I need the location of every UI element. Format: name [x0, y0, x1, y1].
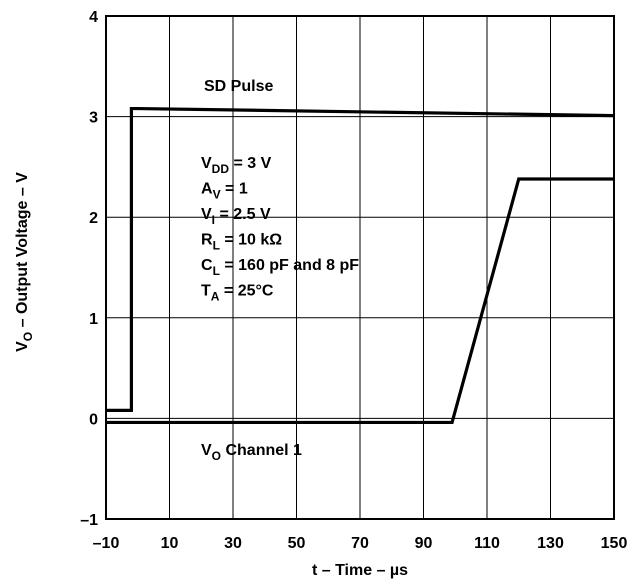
y-axis-title-sub: O — [21, 332, 35, 341]
x-tick-label: 110 — [474, 535, 500, 552]
condition-subscript: L — [213, 264, 220, 278]
condition-value: = 3 V — [229, 155, 272, 172]
y-tick-labels: –1 0 1 2 3 4 — [80, 9, 98, 529]
condition-value: = 2.5 V — [215, 206, 271, 223]
channel-1-label-sub: O — [212, 449, 221, 463]
condition-value: = 25°C — [219, 283, 273, 300]
x-tick-label: –10 — [93, 535, 120, 552]
y-tick-label: –1 — [80, 512, 98, 529]
condition-line: AV = 1 — [201, 181, 248, 202]
condition-line: RL = 10 kΩ — [201, 232, 282, 253]
x-tick-label: 10 — [161, 535, 179, 552]
channel-1-label: VO Channel 1 — [201, 442, 302, 463]
grid — [105, 15, 615, 520]
condition-subscript: A — [211, 290, 220, 304]
series-line-2 — [106, 177, 614, 425]
y-tick-label: 3 — [89, 110, 98, 127]
y-tick-label: 0 — [89, 411, 98, 428]
condition-symbol: C — [201, 257, 213, 274]
condition-subscript: I — [212, 213, 215, 227]
condition-symbol: V — [201, 155, 212, 172]
condition-subscript: L — [213, 239, 220, 253]
y-axis-title: VO – Output Voltage – V — [14, 172, 35, 352]
y-tick-label: 1 — [89, 311, 98, 328]
x-tick-label: 30 — [224, 535, 242, 552]
condition-line: TA = 25°C — [201, 283, 274, 304]
condition-subscript: DD — [212, 162, 230, 176]
sd-pulse-label: SD Pulse — [204, 78, 273, 95]
x-tick-label: 50 — [288, 535, 306, 552]
x-tick-label: 90 — [415, 535, 433, 552]
condition-symbol: T — [201, 283, 211, 300]
plot-frame — [105, 15, 615, 520]
condition-value: = 10 kΩ — [220, 232, 282, 249]
x-tick-label: 70 — [351, 535, 369, 552]
series-group — [106, 106, 615, 425]
condition-symbol: V — [201, 206, 212, 223]
condition-line: CL = 160 pF and 8 pF — [201, 257, 359, 278]
series-line-1 — [106, 106, 615, 412]
channel-1-label-main: V — [201, 442, 212, 459]
x-axis-title: t – Time – µs — [312, 562, 408, 579]
condition-value: = 160 pF and 8 pF — [220, 257, 359, 274]
y-axis-title-rest: – Output Voltage – V — [14, 172, 31, 332]
y-tick-label: 4 — [89, 9, 98, 26]
condition-value: = 1 — [221, 181, 248, 198]
x-tick-label: 150 — [601, 535, 628, 552]
condition-line: VDD = 3 V — [201, 155, 272, 176]
x-tick-label: 130 — [537, 535, 564, 552]
condition-line: VI = 2.5 V — [201, 206, 271, 227]
channel-1-label-rest: Channel 1 — [221, 442, 302, 459]
y-axis-title-main: V — [14, 341, 31, 352]
condition-symbol: A — [201, 181, 213, 198]
condition-subscript: V — [213, 188, 221, 202]
condition-symbol: R — [201, 232, 213, 249]
x-tick-labels: –10 10 30 50 70 90 110 130 150 — [93, 535, 628, 552]
y-tick-label: 2 — [89, 210, 98, 227]
